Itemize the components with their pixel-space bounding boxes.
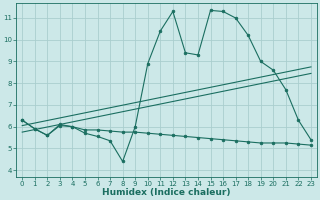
X-axis label: Humidex (Indice chaleur): Humidex (Indice chaleur) xyxy=(102,188,231,197)
